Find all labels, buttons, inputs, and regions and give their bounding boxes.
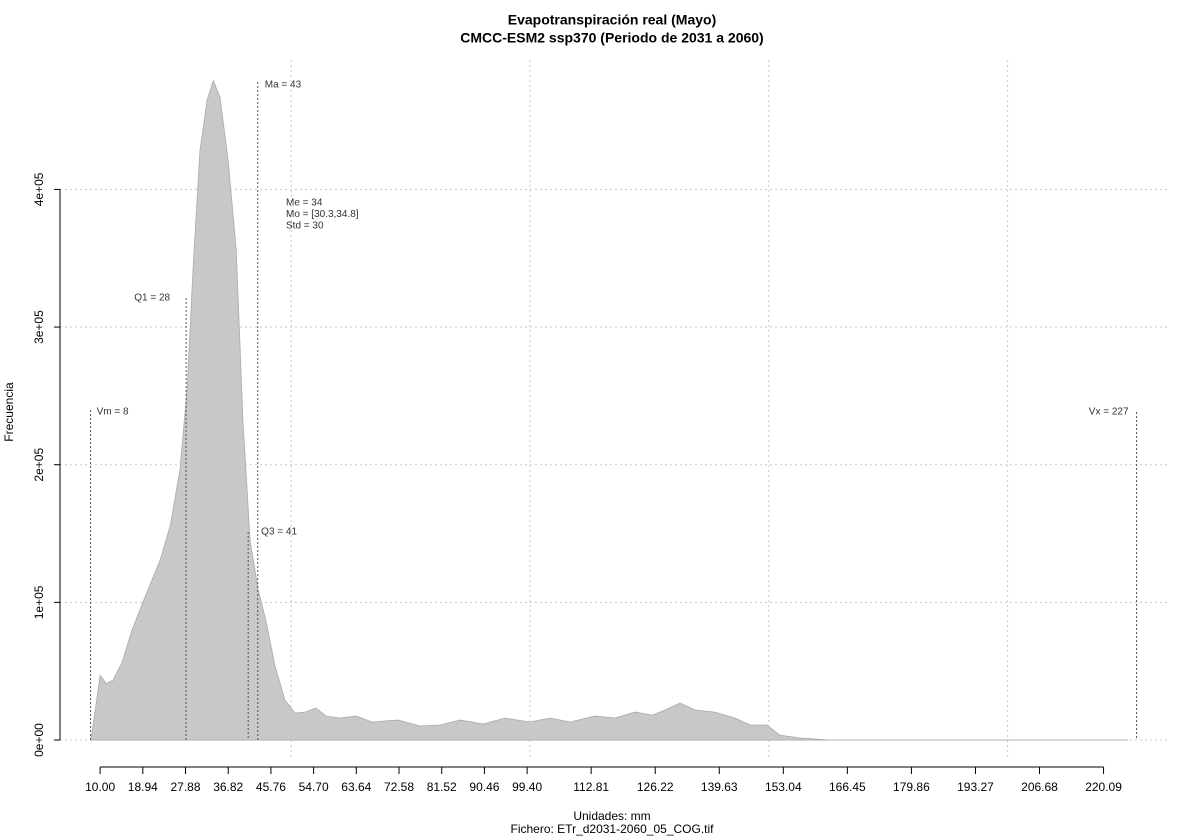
x-axis-label: Unidades: mm — [573, 809, 650, 823]
y-tick-label: 3e+05 — [32, 310, 46, 344]
x-tick-label: 18.94 — [128, 780, 158, 794]
x-tick-label: 10.00 — [85, 780, 115, 794]
x-tick-label: 153.04 — [765, 780, 802, 794]
x-tick-label: 206.68 — [1021, 780, 1058, 794]
x-tick-label: 166.45 — [829, 780, 866, 794]
x-tick-label: 220.09 — [1085, 780, 1122, 794]
y-tick-label: 1e+05 — [32, 585, 46, 619]
density-area — [90, 79, 1128, 741]
stat-label: Q3 = 41 — [261, 527, 297, 538]
x-tick-label: 36.82 — [213, 780, 243, 794]
file-label: Fichero: ETr_d2031-2060_05_COG.tif — [511, 822, 715, 836]
x-tick-label: 193.27 — [957, 780, 994, 794]
y-tick-label: 2e+05 — [32, 448, 46, 482]
stat-label: Vx = 227 — [1089, 407, 1129, 418]
x-tick-label: 72.58 — [384, 780, 414, 794]
stat-text: Std = 30 — [286, 221, 324, 232]
x-tick-label: 90.46 — [469, 780, 499, 794]
stat-text: Mo = [30.3,34.8] — [286, 209, 359, 220]
x-tick-label: 27.88 — [171, 780, 201, 794]
x-tick-label: 99.40 — [512, 780, 542, 794]
x-tick-label: 126.22 — [637, 780, 674, 794]
stat-label: Q1 = 28 — [134, 293, 170, 304]
y-tick-label: 0e+00 — [32, 723, 46, 757]
chart-title: Evapotranspiración real (Mayo) — [508, 12, 717, 28]
stat-text: Me = 34 — [286, 198, 323, 209]
x-tick-label: 112.81 — [573, 780, 609, 794]
stat-label: Vm = 8 — [97, 407, 129, 418]
y-axis-label: Frecuencia — [2, 382, 16, 442]
x-tick-label: 179.86 — [893, 780, 930, 794]
x-tick-label: 45.76 — [256, 780, 286, 794]
x-tick-label: 81.52 — [427, 780, 457, 794]
x-tick-label: 63.64 — [341, 780, 371, 794]
x-tick-label: 139.63 — [701, 780, 738, 794]
y-tick-label: 4e+05 — [32, 172, 46, 206]
stat-label: Ma = 43 — [265, 80, 302, 91]
chart-subtitle: CMCC-ESM2 ssp370 (Periodo de 2031 a 2060… — [460, 30, 763, 46]
x-tick-label: 54.70 — [299, 780, 329, 794]
